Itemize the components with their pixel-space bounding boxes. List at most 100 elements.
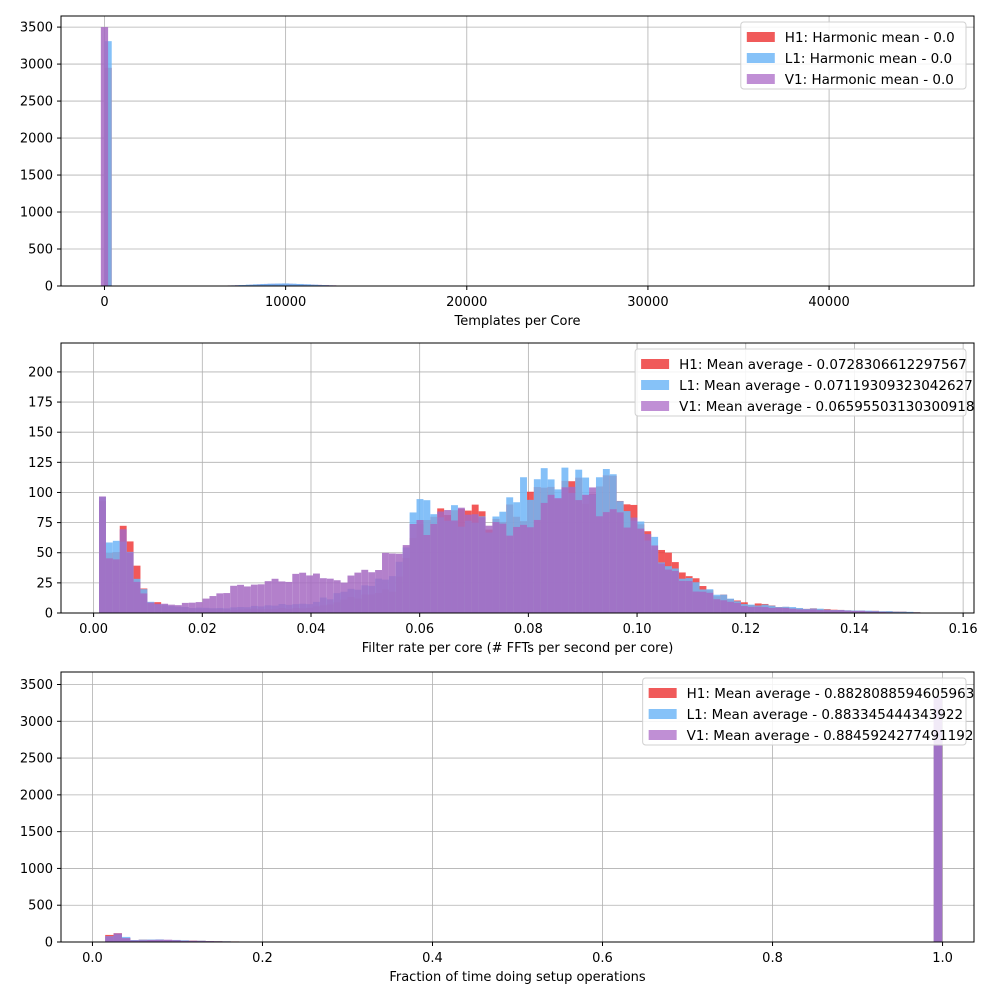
histogram-bar xyxy=(188,940,198,942)
y-tick-label: 1500 xyxy=(20,825,53,840)
histogram-bar xyxy=(727,601,735,613)
histogram-bar xyxy=(264,581,272,613)
legend-label: H1: Mean average - 0.8828088594605963 xyxy=(687,686,975,702)
x-tick-label: 0.14 xyxy=(840,622,869,637)
x-axis-label: Filter rate per core (# FFTs per second … xyxy=(362,641,674,656)
histogram-bar xyxy=(664,569,672,613)
histogram-bar xyxy=(796,609,804,613)
histogram-bar xyxy=(257,584,265,613)
histogram-bar xyxy=(409,523,417,613)
histogram-bar xyxy=(285,581,293,613)
y-tick-label: 3000 xyxy=(20,58,53,73)
y-tick-label: 1000 xyxy=(20,862,53,877)
histogram-bar xyxy=(260,283,268,286)
histogram-bar xyxy=(575,500,583,613)
y-tick-label: 500 xyxy=(28,243,53,258)
histogram-bar xyxy=(526,527,534,613)
histogram-bar xyxy=(533,519,541,613)
histogram-bar xyxy=(402,545,410,613)
histogram-bar xyxy=(282,283,290,286)
legend-swatch xyxy=(746,32,775,42)
histogram-bar xyxy=(113,933,122,942)
histogram-bar xyxy=(644,534,652,613)
y-tick-label: 125 xyxy=(28,456,53,471)
histogram-bar xyxy=(878,611,886,613)
y-tick-label: 1000 xyxy=(20,206,53,221)
histogram-bar xyxy=(658,563,665,613)
histogram-bar xyxy=(775,607,783,613)
histogram-bar xyxy=(582,494,590,613)
axes-frame xyxy=(60,15,975,287)
histogram-bar xyxy=(616,512,624,613)
histogram-bar xyxy=(361,569,369,613)
histogram-bar xyxy=(237,584,244,613)
x-tick-label: 20000 xyxy=(446,295,487,310)
histogram-bar xyxy=(296,283,304,286)
histogram-bar xyxy=(457,507,465,613)
histogram-bar xyxy=(602,512,610,613)
histogram-bar xyxy=(168,604,175,613)
histogram-bar xyxy=(699,591,707,613)
histogram-bar xyxy=(223,593,231,613)
histogram-bar xyxy=(303,284,311,286)
histogram-bar xyxy=(734,602,741,613)
histogram-bar xyxy=(138,940,148,942)
ticks: 0 10000 20000 30000 40000 0 500 1000 1500 2000 250… xyxy=(20,21,850,310)
histogram-bar xyxy=(312,573,320,613)
histogram-bar xyxy=(209,596,217,613)
legend-swatch xyxy=(648,688,677,698)
y-tick-label: 2000 xyxy=(20,132,53,147)
histogram-bar xyxy=(163,939,173,942)
chart-panel-3: 0.0 0.2 0.4 0.6 0.8 1.0 0 500 1000 1500 2000 2500 30… xyxy=(20,671,975,985)
y-tick-label: 25 xyxy=(36,576,53,591)
histogram-bar xyxy=(554,498,562,613)
histogram-bar xyxy=(100,27,109,287)
histogram-bar xyxy=(161,603,169,613)
histogram-bar xyxy=(375,570,383,613)
histogram-bar xyxy=(292,573,300,613)
legend-swatch xyxy=(648,709,677,719)
legend: H1: Mean average - 0.0728306612297567 L1:… xyxy=(634,348,974,417)
chart-panel-2: 0.00 0.02 0.04 0.06 0.08 0.10 0.12 0.14 0.16 0 25 5… xyxy=(28,342,978,656)
y-tick-label: 175 xyxy=(28,396,53,411)
legend-swatch xyxy=(746,74,775,84)
histogram-bar xyxy=(155,939,164,942)
histogram-bar xyxy=(506,535,514,613)
legend-label: L1: Mean average - 0.883345444343922 xyxy=(687,707,963,723)
histogram-bar xyxy=(865,611,873,613)
histogram-bar xyxy=(216,593,224,613)
histogram-bar xyxy=(430,523,438,613)
y-tick-label: 50 xyxy=(36,546,53,561)
x-tick-label: 0.6 xyxy=(592,951,613,966)
histogram-bar xyxy=(816,610,824,613)
legend-label: H1: Harmonic mean - 0.0 xyxy=(785,30,955,46)
histogram-bar xyxy=(540,502,548,613)
legend-swatch xyxy=(641,359,670,369)
histogram-bar xyxy=(99,496,106,613)
histogram-bar xyxy=(478,517,486,613)
y-tick-label: 0 xyxy=(45,607,53,622)
histogram-bar xyxy=(803,609,810,613)
histogram-bar xyxy=(768,607,776,613)
histogram-bar xyxy=(354,572,362,613)
x-tick-label: 0.2 xyxy=(252,951,273,966)
histogram-bar xyxy=(112,559,120,613)
histogram-bar xyxy=(121,938,131,942)
x-tick-label: 0.10 xyxy=(623,622,652,637)
bars xyxy=(99,467,921,613)
histogram-bar xyxy=(485,525,493,613)
axes-frame xyxy=(60,342,975,614)
legend-box xyxy=(740,21,967,90)
histogram-bar xyxy=(740,606,748,613)
x-tick-label: 0.16 xyxy=(949,622,978,637)
histogram-bar xyxy=(885,611,893,613)
series-3 xyxy=(99,486,900,613)
histogram-bar xyxy=(395,553,403,613)
x-tick-label: 0.00 xyxy=(79,622,108,637)
legend-label: H1: Mean average - 0.0728306612297567 xyxy=(679,357,967,373)
histogram-bar xyxy=(154,603,162,613)
histogram-bar xyxy=(899,611,907,613)
histogram-bar xyxy=(147,602,155,613)
axes-frame xyxy=(60,671,975,943)
